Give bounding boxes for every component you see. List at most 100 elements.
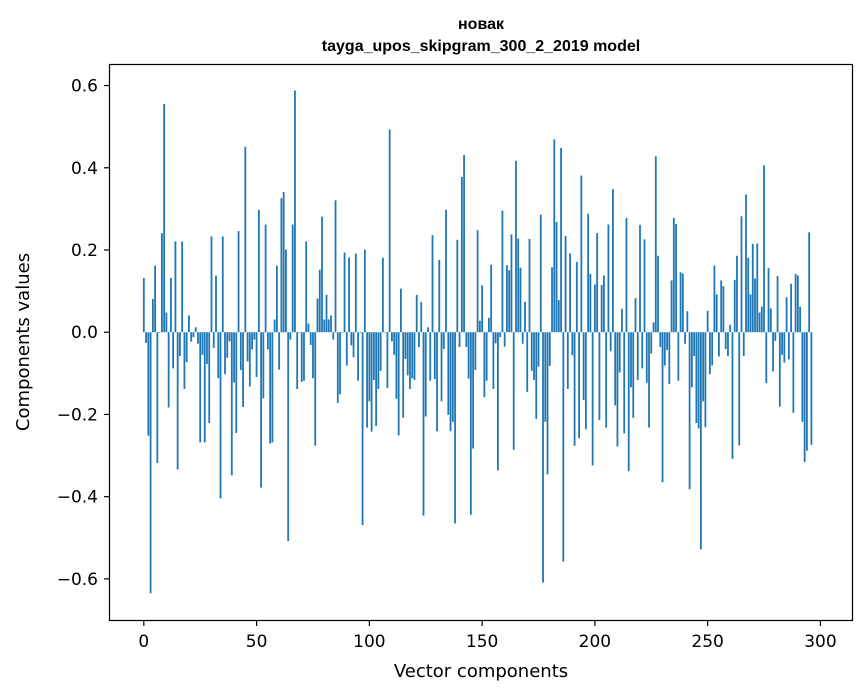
bar-component-275 [763, 165, 765, 333]
bar-component-90 [345, 332, 348, 366]
bar-component-173 [533, 332, 535, 380]
bar-component-37 [226, 332, 229, 358]
bar-component-26 [201, 332, 204, 355]
y-tick-label: −0.6 [57, 570, 98, 590]
bar-component-287 [790, 283, 792, 333]
plot-frame [108, 63, 854, 622]
bar-component-59 [275, 265, 278, 333]
bar-component-195 [582, 332, 585, 401]
bar-component-113 [397, 332, 400, 436]
bar-component-218 [634, 298, 637, 333]
bar-component-165 [515, 160, 517, 333]
bar-component-205 [605, 332, 608, 428]
bar-component-262 [733, 280, 736, 333]
bar-component-79 [321, 216, 323, 333]
bar-component-272 [756, 243, 759, 333]
bar-component-136 [449, 332, 452, 432]
bar-component-20 [188, 315, 190, 333]
bar-component-215 [627, 332, 630, 472]
bar-component-233 [668, 332, 671, 385]
bar-component-258 [724, 332, 727, 350]
bar-component-279 [772, 332, 774, 372]
bar-component-226 [652, 322, 655, 333]
bar-component-125 [424, 332, 427, 417]
bar-component-138 [454, 332, 456, 524]
bar-component-63 [285, 249, 287, 333]
y-tick-label: −0.2 [57, 405, 98, 425]
bar-component-89 [343, 252, 346, 333]
bar-component-56 [269, 332, 272, 444]
bar-component-32 [215, 275, 217, 333]
y-axis-label: Components values [13, 253, 34, 431]
bar-component-155 [492, 332, 495, 389]
bar-component-227 [654, 156, 657, 333]
bar-component-244 [693, 332, 696, 357]
bar-component-245 [695, 332, 698, 424]
bar-component-249 [704, 332, 707, 428]
bar-component-106 [381, 257, 384, 333]
bar-component-204 [603, 275, 605, 333]
bar-component-54 [264, 224, 267, 333]
bar-component-116 [404, 332, 407, 359]
bar-component-280 [774, 332, 777, 341]
bar-component-213 [623, 332, 626, 434]
bar-component-190 [571, 332, 574, 356]
bar-component-179 [546, 332, 549, 475]
bar-component-49 [253, 332, 256, 340]
bar-component-133 [442, 332, 445, 350]
bar-component-202 [598, 332, 601, 421]
bar-component-217 [632, 332, 635, 418]
bar-component-93 [352, 332, 355, 358]
bar-component-0 [142, 277, 145, 333]
bar-component-283 [781, 332, 783, 355]
bar-component-212 [621, 308, 623, 333]
bar-component-240 [684, 332, 686, 344]
bar-component-122 [418, 332, 420, 348]
bar-component-270 [751, 243, 754, 333]
bar-component-158 [499, 332, 502, 338]
bar-component-64 [287, 332, 290, 542]
x-tick-label: 200 [579, 632, 611, 652]
bar-component-161 [506, 265, 508, 333]
bar-component-101 [370, 332, 373, 432]
bar-component-146 [472, 332, 474, 449]
bar-component-196 [584, 332, 587, 430]
bar-component-60 [278, 332, 281, 370]
bar-component-250 [706, 310, 709, 333]
bar-component-78 [318, 269, 321, 333]
bar-component-126 [427, 327, 429, 333]
bar-component-150 [481, 285, 484, 333]
bar-component-210 [616, 332, 619, 447]
bar-component-82 [327, 319, 330, 333]
bar-component-128 [431, 235, 434, 333]
bar-component-33 [217, 332, 220, 379]
bar-component-152 [485, 332, 488, 381]
bar-component-46 [246, 332, 249, 362]
bar-component-132 [440, 332, 443, 402]
bar-component-40 [233, 332, 235, 383]
bar-component-97 [361, 332, 364, 526]
bar-component-45 [244, 146, 247, 333]
bar-component-83 [330, 315, 332, 333]
bar-component-246 [697, 332, 700, 429]
bar-component-6 [156, 332, 159, 463]
bar-component-131 [438, 259, 441, 333]
bar-component-110 [391, 332, 393, 342]
bar-component-224 [648, 332, 650, 428]
bar-component-268 [747, 257, 750, 333]
y-tick-label: 0.0 [71, 323, 98, 343]
bar-component-182 [553, 139, 556, 333]
bar-component-293 [803, 332, 806, 463]
bar-component-194 [580, 175, 583, 333]
x-tick-label: 250 [691, 632, 723, 652]
bar-component-274 [760, 306, 763, 333]
bar-component-121 [415, 294, 418, 333]
bar-component-209 [614, 332, 617, 406]
bar-component-220 [639, 224, 641, 333]
bar-component-99 [366, 332, 368, 428]
x-tick-label: 100 [353, 632, 385, 652]
chart-subtitle: tayga_upos_skipgram_300_2_2019 model [322, 38, 640, 55]
bar-component-4 [151, 298, 154, 333]
bar-component-96 [359, 332, 362, 333]
bar-component-199 [591, 332, 594, 466]
